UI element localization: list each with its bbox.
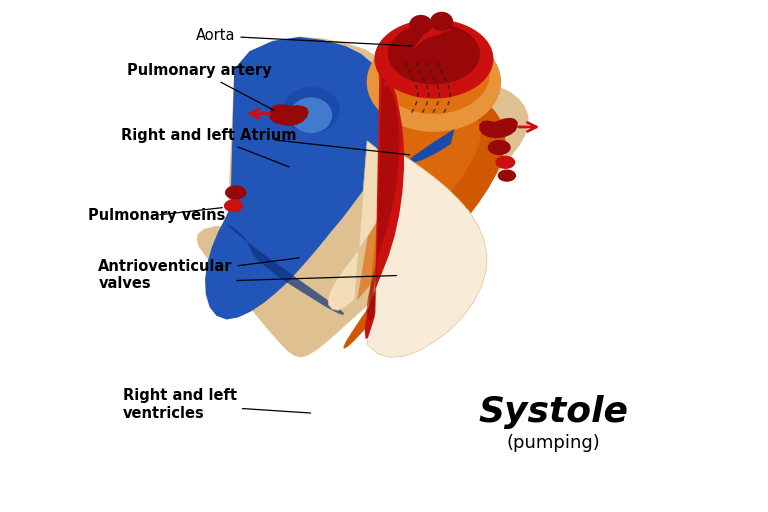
Ellipse shape [498, 169, 516, 182]
Polygon shape [252, 72, 366, 146]
Polygon shape [197, 37, 528, 357]
Text: Aorta: Aorta [196, 28, 412, 46]
Polygon shape [357, 92, 481, 301]
Polygon shape [413, 18, 452, 49]
Polygon shape [205, 37, 390, 319]
Ellipse shape [488, 140, 511, 155]
Ellipse shape [430, 12, 453, 31]
Polygon shape [409, 91, 495, 163]
Text: Systole: Systole [478, 395, 628, 429]
Text: Pulmonary artery: Pulmonary artery [127, 63, 274, 110]
Text: Pulmonary veins: Pulmonary veins [88, 207, 226, 223]
Text: Right and left
ventricles: Right and left ventricles [123, 388, 310, 421]
Ellipse shape [409, 15, 432, 34]
Ellipse shape [495, 156, 515, 169]
Polygon shape [227, 224, 344, 315]
Text: (pumping): (pumping) [506, 434, 600, 452]
Ellipse shape [388, 23, 480, 84]
Ellipse shape [366, 32, 501, 132]
Polygon shape [269, 104, 309, 126]
Polygon shape [343, 80, 505, 349]
Polygon shape [367, 148, 487, 357]
Text: Right and left Atrium: Right and left Atrium [121, 128, 297, 167]
Polygon shape [479, 118, 518, 138]
Ellipse shape [290, 97, 333, 133]
Ellipse shape [283, 87, 339, 133]
Text: Antrioventicular
valves: Antrioventicular valves [98, 258, 299, 291]
Ellipse shape [224, 200, 243, 212]
Polygon shape [328, 141, 391, 310]
Ellipse shape [374, 19, 493, 98]
Ellipse shape [225, 185, 247, 200]
Polygon shape [366, 77, 399, 322]
Polygon shape [365, 72, 404, 339]
Ellipse shape [378, 34, 490, 114]
